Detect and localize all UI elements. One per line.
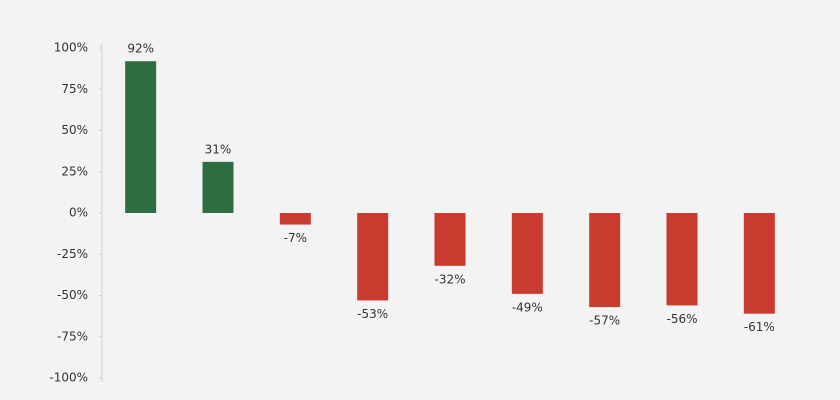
value-label: -49%	[512, 300, 543, 314]
y-tick-label: 100%	[54, 41, 88, 55]
bar	[511, 213, 543, 294]
bar	[434, 213, 466, 266]
bar	[589, 213, 621, 308]
bar	[279, 213, 311, 225]
y-tick-label: -25%	[57, 247, 88, 261]
value-label: 92%	[127, 42, 154, 56]
bar	[357, 213, 389, 301]
y-tick-label: 25%	[61, 164, 88, 178]
y-tick-label: 50%	[61, 123, 88, 137]
bar	[743, 213, 775, 314]
value-label: -61%	[744, 320, 775, 334]
y-tick-label: 75%	[61, 82, 88, 96]
y-tick-label: -100%	[49, 371, 88, 385]
y-tick-label: 0%	[69, 206, 88, 220]
value-label: -53%	[357, 307, 388, 321]
value-label: -7%	[284, 231, 307, 245]
value-label: -56%	[666, 312, 697, 326]
y-tick-label: -50%	[57, 288, 88, 302]
value-label: 31%	[205, 142, 232, 156]
bar	[125, 61, 157, 214]
bar	[666, 213, 698, 306]
value-label: -32%	[434, 272, 465, 286]
value-label: -57%	[589, 314, 620, 328]
y-tick-label: -75%	[57, 329, 88, 343]
bar	[202, 161, 234, 213]
